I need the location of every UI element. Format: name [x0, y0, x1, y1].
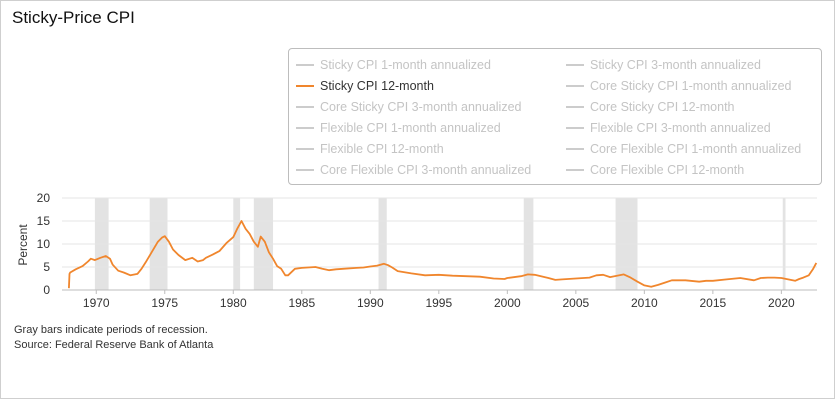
x-axis-ticks: 1970 1975 1980 1985 1990 1995 2000 2005 2010 2015… [83, 290, 795, 310]
legend-item-core-sticky-cpi-1-month[interactable]: Core Sticky CPI 1-month annualized [566, 77, 791, 95]
x-tick-label: 2000 [494, 296, 521, 310]
legend-item-flexible-cpi-12-month[interactable]: Flexible CPI 12-month [296, 140, 444, 158]
legend-item-sticky-cpi-3-month[interactable]: Sticky CPI 3-month annualized [566, 56, 761, 74]
legend-swatch [296, 64, 314, 66]
legend-label: Sticky CPI 3-month annualized [590, 58, 761, 72]
legend-label: Core Flexible CPI 12-month [590, 163, 745, 177]
y-tick-label: 5 [43, 260, 50, 274]
legend-swatch [566, 64, 584, 66]
grid-lines [62, 197, 817, 291]
x-tick-label: 2020 [768, 296, 795, 310]
x-tick-label: 1985 [288, 296, 315, 310]
legend-label: Sticky CPI 1-month annualized [320, 58, 491, 72]
legend-label: Flexible CPI 3-month annualized [590, 121, 771, 135]
legend-label: Flexible CPI 1-month annualized [320, 121, 501, 135]
chart-title: Sticky-Price CPI [12, 8, 135, 27]
y-tick-label: 15 [37, 214, 51, 228]
legend-label: Core Flexible CPI 3-month annualized [320, 163, 532, 177]
legend-item-core-sticky-cpi-12-month[interactable]: Core Sticky CPI 12-month [566, 98, 735, 116]
legend-item-core-sticky-cpi-3-month[interactable]: Core Sticky CPI 3-month annualized [296, 98, 521, 116]
legend-swatch [566, 127, 584, 129]
y-axis-label: Percent [16, 224, 30, 266]
legend-item-sticky-cpi-1-month[interactable]: Sticky CPI 1-month annualized [296, 56, 491, 74]
legend-swatch [566, 106, 584, 108]
recession-note: Gray bars indicate periods of recession. [14, 324, 208, 336]
legend-swatch [566, 169, 584, 171]
legend-label: Core Sticky CPI 3-month annualized [320, 100, 522, 114]
legend-box: Sticky CPI 1-month annualized Sticky CPI… [288, 48, 822, 185]
legend-swatch [296, 127, 314, 129]
legend-item-core-flexible-cpi-3-month[interactable]: Core Flexible CPI 3-month annualized [296, 161, 531, 179]
legend-item-flexible-cpi-3-month[interactable]: Flexible CPI 3-month annualized [566, 119, 771, 137]
legend-label: Sticky CPI 12-month [320, 79, 434, 93]
x-tick-label: 2010 [631, 296, 658, 310]
legend-item-flexible-cpi-1-month[interactable]: Flexible CPI 1-month annualized [296, 119, 501, 137]
legend-item-core-flexible-cpi-1-month[interactable]: Core Flexible CPI 1-month annualized [566, 140, 801, 158]
x-tick-label: 1990 [357, 296, 384, 310]
x-tick-label: 2015 [700, 296, 727, 310]
legend-swatch [296, 148, 314, 150]
y-tick-label: 10 [37, 237, 51, 251]
source-note: Source: Federal Reserve Bank of Atlanta [14, 339, 214, 351]
legend-swatch [566, 85, 584, 87]
series-line-sticky-cpi-12-month [68, 220, 818, 289]
y-axis-ticks: 0 5 10 15 20 [37, 191, 51, 297]
legend-swatch [296, 169, 314, 171]
line-chart: 0 5 10 15 20 1970 1975 1980 1985 1990 1995 2000 200… [16, 191, 818, 310]
legend-label: Core Sticky CPI 12-month [590, 100, 735, 114]
y-tick-label: 20 [37, 191, 51, 205]
legend-item-core-flexible-cpi-12-month[interactable]: Core Flexible CPI 12-month [566, 161, 744, 179]
series-lines [68, 220, 818, 289]
x-tick-label: 1995 [425, 296, 452, 310]
x-tick-label: 1970 [83, 296, 110, 310]
legend-swatch [296, 106, 314, 108]
x-tick-label: 2005 [562, 296, 589, 310]
legend-label: Flexible CPI 12-month [320, 142, 444, 156]
x-tick-label: 1980 [220, 296, 247, 310]
legend-label: Core Sticky CPI 1-month annualized [590, 79, 792, 93]
legend-swatch [566, 148, 584, 150]
legend-item-sticky-cpi-12-month[interactable]: Sticky CPI 12-month [296, 77, 434, 95]
x-tick-label: 1975 [151, 296, 178, 310]
legend-swatch [296, 85, 314, 87]
y-tick-label: 0 [43, 283, 50, 297]
legend-label: Core Flexible CPI 1-month annualized [590, 142, 802, 156]
